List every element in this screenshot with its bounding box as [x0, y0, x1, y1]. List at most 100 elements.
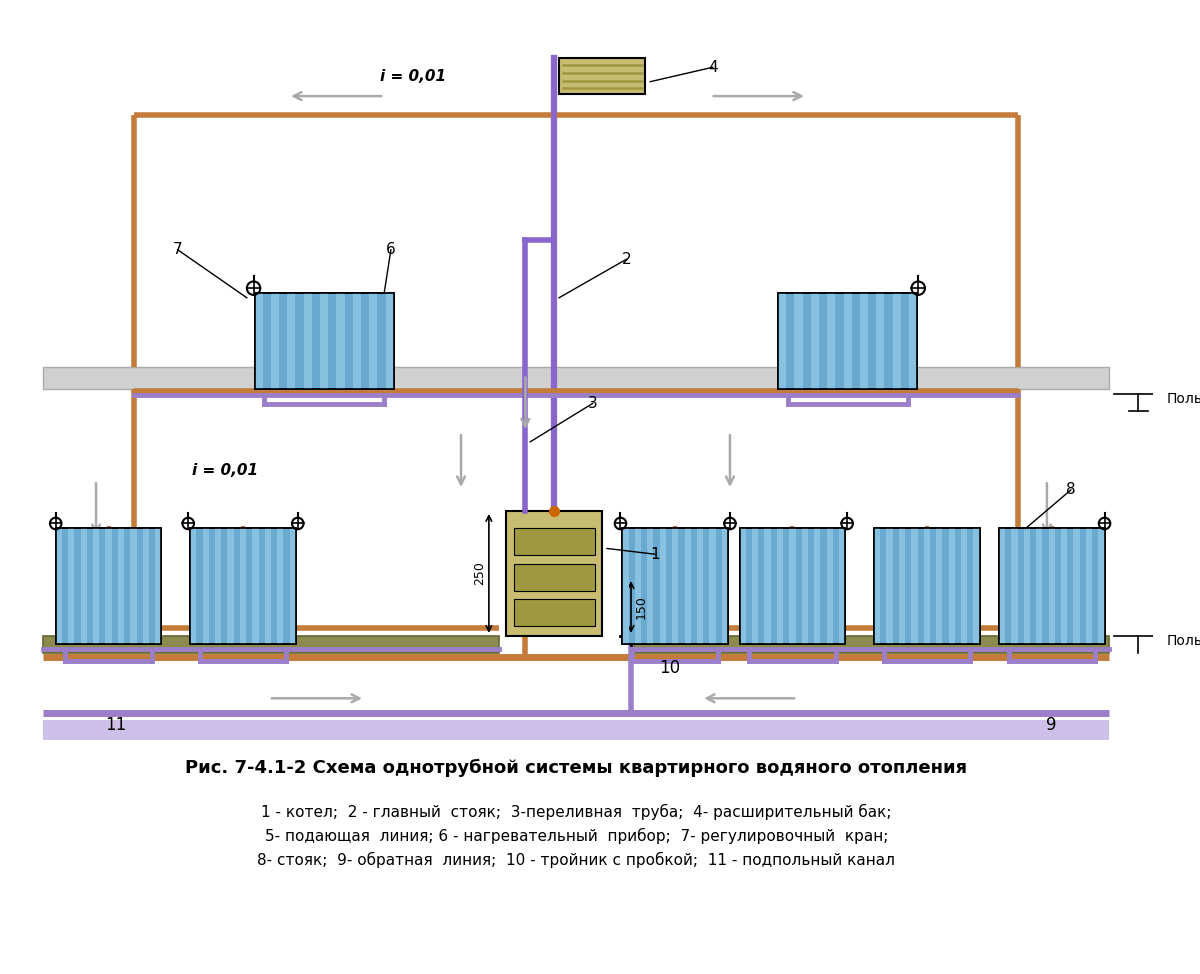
Bar	[739, 528, 745, 644]
Text: i = 0,01: i = 0,01	[380, 69, 446, 85]
Bar	[254, 293, 394, 389]
Bar	[289, 528, 296, 644]
Bar	[118, 528, 124, 644]
Bar	[370, 293, 378, 389]
Bar	[776, 528, 784, 644]
Bar	[794, 293, 803, 389]
Bar	[252, 528, 258, 644]
Text: 8- стояк;  9- обратная  линия;  10 - тройник с пробкой;  11 - подпольный канал: 8- стояк; 9- обратная линия; 10 - тройни…	[257, 851, 895, 868]
Bar	[811, 293, 818, 389]
Bar	[839, 528, 845, 644]
Bar	[998, 528, 1006, 644]
Bar	[240, 528, 246, 644]
Bar	[910, 293, 917, 389]
Bar	[672, 528, 678, 644]
Text: i = 0,01: i = 0,01	[192, 464, 258, 478]
Bar	[143, 528, 149, 644]
Bar	[623, 528, 728, 644]
Bar	[506, 511, 602, 636]
Bar	[739, 528, 845, 644]
Bar	[514, 528, 594, 555]
Bar	[254, 293, 263, 389]
Bar	[623, 528, 728, 644]
Bar	[190, 528, 296, 644]
Bar	[1012, 528, 1018, 644]
Text: 250: 250	[473, 561, 486, 585]
Bar	[684, 528, 691, 644]
Bar	[1074, 528, 1080, 644]
Bar	[190, 528, 296, 644]
Text: Полы: Полы	[1166, 392, 1200, 405]
Text: 3: 3	[588, 396, 598, 411]
Bar	[899, 528, 905, 644]
Bar	[514, 564, 594, 591]
Bar	[131, 528, 137, 644]
Text: 1 - котел;  2 - главный  стояк;  3-переливная  труба;  4- расширительный бак;: 1 - котел; 2 - главный стояк; 3-переливн…	[262, 804, 892, 820]
Bar	[752, 528, 758, 644]
Bar	[647, 528, 654, 644]
Bar	[998, 528, 1104, 644]
Bar	[911, 528, 918, 644]
Bar	[802, 528, 808, 644]
Bar	[887, 528, 893, 644]
Bar	[43, 721, 1109, 739]
Bar	[998, 528, 1104, 644]
Bar	[844, 293, 852, 389]
Text: 150: 150	[635, 595, 648, 619]
Bar	[265, 528, 271, 644]
Text: Полы: Полы	[1166, 634, 1200, 648]
Bar	[790, 528, 796, 644]
Bar	[893, 293, 901, 389]
Bar	[778, 293, 917, 389]
Bar	[43, 367, 1109, 389]
Text: 10: 10	[659, 658, 680, 677]
Bar	[55, 528, 161, 644]
Bar	[874, 528, 979, 644]
Bar	[287, 293, 295, 389]
Bar	[874, 528, 979, 644]
Bar	[155, 528, 161, 644]
Text: 6: 6	[386, 243, 396, 257]
Bar	[215, 528, 221, 644]
Bar	[924, 528, 930, 644]
Bar	[385, 293, 394, 389]
Bar	[190, 528, 197, 644]
Bar	[697, 528, 703, 644]
Text: 8: 8	[1066, 482, 1075, 498]
Bar	[949, 528, 955, 644]
Bar	[1098, 528, 1104, 644]
Bar	[739, 528, 845, 644]
Bar	[722, 528, 728, 644]
Text: 4: 4	[708, 59, 718, 75]
Bar	[353, 293, 361, 389]
Bar	[55, 528, 161, 644]
Bar	[778, 293, 917, 389]
Bar	[634, 636, 1109, 654]
Bar	[778, 293, 786, 389]
Bar	[271, 293, 280, 389]
Bar	[92, 528, 100, 644]
Bar	[860, 293, 868, 389]
Bar	[1036, 528, 1043, 644]
Bar	[1049, 528, 1055, 644]
Bar	[80, 528, 86, 644]
Bar	[961, 528, 967, 644]
Bar	[1086, 528, 1092, 644]
Bar	[254, 293, 394, 389]
Text: 11: 11	[104, 716, 126, 734]
Bar	[559, 57, 646, 94]
Bar	[973, 528, 979, 644]
Bar	[814, 528, 821, 644]
Bar	[876, 293, 884, 389]
Bar	[764, 528, 770, 644]
Bar	[203, 528, 209, 644]
Bar	[1061, 528, 1067, 644]
Bar	[514, 599, 594, 626]
Bar	[106, 528, 112, 644]
Text: Рис. 7-4.1-2 Схема однотрубной системы квартирного водяного отопления: Рис. 7-4.1-2 Схема однотрубной системы к…	[185, 760, 967, 777]
Bar	[228, 528, 234, 644]
Text: 5- подающая  линия; 6 - нагревательный  прибор;  7- регулировочный  кран;: 5- подающая линия; 6 - нагревательный пр…	[264, 828, 888, 843]
Text: 7: 7	[173, 243, 182, 257]
Bar	[635, 528, 641, 644]
Bar	[43, 636, 499, 654]
